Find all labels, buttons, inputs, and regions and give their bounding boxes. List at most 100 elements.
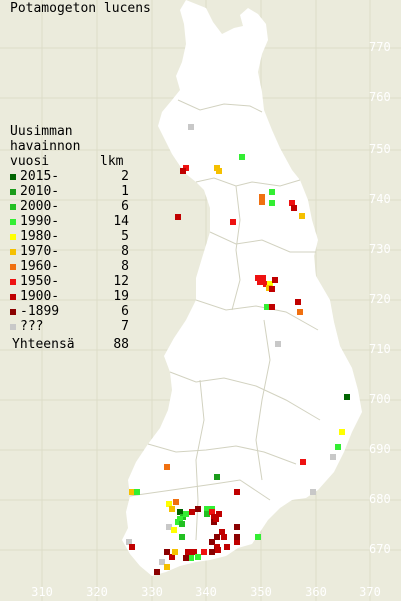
- legend-heading-line-2: havainnon: [10, 139, 81, 154]
- observation-point: [215, 547, 221, 553]
- observation-point: [209, 549, 215, 555]
- observation-point: [185, 549, 191, 555]
- x-tick-label: 360: [305, 585, 327, 599]
- observation-point: [260, 275, 266, 281]
- observation-point: [263, 281, 269, 287]
- observation-point: [275, 341, 281, 347]
- observation-point: [272, 277, 278, 283]
- x-tick-label: 320: [86, 585, 108, 599]
- observation-point: [129, 544, 135, 550]
- legend-swatch: [10, 309, 16, 315]
- legend-count: 19: [113, 289, 129, 304]
- observation-point: [214, 534, 220, 540]
- observation-point: [295, 299, 301, 305]
- y-tick-label: 720: [369, 292, 391, 306]
- observation-point: [177, 516, 183, 522]
- observation-point: [297, 309, 303, 315]
- observation-point: [204, 506, 210, 512]
- observation-point: [188, 124, 194, 130]
- y-tick-label: 750: [369, 142, 391, 156]
- observation-point: [269, 189, 275, 195]
- x-tick-label: 350: [250, 585, 272, 599]
- legend-swatch: [10, 294, 16, 300]
- legend-year-label: 1990-: [20, 214, 60, 229]
- observation-point: [164, 549, 170, 555]
- observation-point: [191, 549, 197, 555]
- observation-point: [221, 534, 227, 540]
- observation-point: [180, 168, 186, 174]
- province-borders: [129, 99, 321, 541]
- observation-point: [172, 549, 178, 555]
- observation-point: [255, 534, 261, 540]
- legend-swatch: [10, 264, 16, 270]
- legend-swatch: [10, 279, 16, 285]
- observation-point: [259, 199, 265, 205]
- observation-point: [330, 454, 336, 460]
- legend-year-label: 2015-: [20, 169, 60, 184]
- observation-point: [335, 444, 341, 450]
- observation-point: [269, 304, 275, 310]
- legend-year-label: 1960-: [20, 259, 60, 274]
- legend-count: 12: [113, 274, 129, 289]
- legend-year-label: 1950-: [20, 274, 60, 289]
- legend-count: 6: [121, 199, 129, 214]
- legend-year-label: ???: [20, 319, 44, 334]
- observation-point: [179, 534, 185, 540]
- observation-point: [234, 489, 240, 495]
- legend-swatch: [10, 219, 16, 225]
- observation-point: [166, 524, 172, 530]
- legend-year-label: 1900-: [20, 289, 60, 304]
- legend-swatch: [10, 234, 16, 240]
- observation-point: [177, 509, 183, 515]
- observation-point: [189, 509, 195, 515]
- legend-year-label: 1980-: [20, 229, 60, 244]
- y-tick-label: 740: [369, 192, 391, 206]
- observation-point: [289, 200, 295, 206]
- observation-point: [269, 200, 275, 206]
- map-title: Potamogeton lucens: [10, 1, 151, 16]
- observation-point: [169, 506, 175, 512]
- observation-point: [214, 474, 220, 480]
- observation-point: [201, 549, 207, 555]
- observation-point: [267, 281, 273, 287]
- legend-swatch: [10, 249, 16, 255]
- y-tick-label: 700: [369, 392, 391, 406]
- y-tick-label: 730: [369, 242, 391, 256]
- legend-total-count: 88: [113, 337, 129, 352]
- legend-count: 7: [121, 319, 129, 334]
- observation-point: [213, 516, 219, 522]
- observation-point: [239, 154, 245, 160]
- legend-count: 5: [121, 229, 129, 244]
- legend-count: 2: [121, 169, 129, 184]
- y-tick-label: 690: [369, 442, 391, 456]
- y-tick-label: 670: [369, 542, 391, 556]
- legend-count: 6: [121, 304, 129, 319]
- observation-point: [188, 555, 194, 561]
- observation-point: [216, 511, 222, 517]
- observation-point: [195, 554, 201, 560]
- observation-point: [204, 511, 210, 517]
- observation-point: [219, 529, 225, 535]
- observation-point: [169, 554, 175, 560]
- observation-point: [164, 564, 170, 570]
- observation-point: [224, 544, 230, 550]
- legend-year-label: -1899: [20, 304, 60, 319]
- legend-col-count: lkm: [100, 154, 124, 169]
- y-tick-label: 680: [369, 492, 391, 506]
- observation-point: [264, 304, 270, 310]
- observation-point: [209, 539, 215, 545]
- observation-point: [234, 539, 240, 545]
- observation-point: [183, 511, 189, 517]
- observation-point: [129, 489, 135, 495]
- observation-point: [179, 521, 185, 527]
- observation-point: [209, 509, 215, 515]
- legend-count: 1: [121, 184, 129, 199]
- legend-total-label: Yhteensä: [12, 337, 75, 352]
- observation-point: [291, 205, 297, 211]
- legend-count: 8: [121, 259, 129, 274]
- observation-point: [230, 219, 236, 225]
- legend-swatch: [10, 204, 16, 210]
- x-tick-label: 340: [195, 585, 217, 599]
- x-tick-label: 370: [359, 585, 381, 599]
